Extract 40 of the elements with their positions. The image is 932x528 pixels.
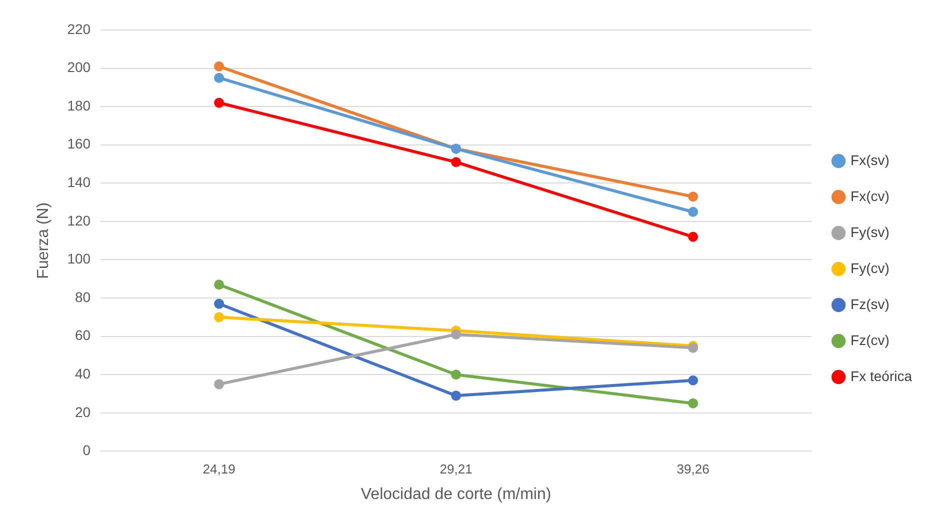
x-axis-title: Velocidad de corte (m/min) [360,486,552,503]
legend-label: Fz(cv) [850,332,890,348]
point [688,206,698,217]
point [214,298,224,309]
legend-label: Fy(cv) [850,260,890,276]
y-tick-label: 160 [67,136,91,152]
point [214,280,224,290]
x-tick-label: 39,26 [676,462,710,477]
point [688,232,698,242]
legend-label: Fx(sv) [850,152,890,168]
y-tick-label: 60 [74,327,91,344]
y-tick-label: 200 [67,59,91,76]
y-tick-label: 80 [74,288,91,305]
legend-label: Fz(sv) [850,296,890,312]
y-tick-label: 140 [67,174,91,190]
point [688,398,698,408]
y-axis-title: Fuerza (N) [35,202,52,279]
y-tick-label: 40 [74,365,91,382]
x-tick-label: 24,19 [202,462,236,477]
x-tick-label: 29,21 [440,462,472,477]
y-tick-label: 220 [67,20,91,37]
legend-label: Fx(cv) [850,188,890,204]
point [451,390,462,401]
legend-label: Fx teórica [850,368,912,384]
legend-label: Fy(sv) [850,224,890,240]
point [214,72,224,83]
point [214,98,224,108]
point [688,192,698,202]
point [451,157,462,168]
y-tick-label: 120 [67,212,91,228]
point [214,312,224,322]
point [451,370,462,380]
point [688,375,698,386]
y-tick-label: 100 [67,250,91,267]
y-tick-label: 0 [82,442,91,458]
point [451,329,462,340]
y-tick-label: 20 [74,404,91,420]
point [214,379,224,390]
point [214,61,224,72]
y-tick-label: 180 [67,97,91,114]
